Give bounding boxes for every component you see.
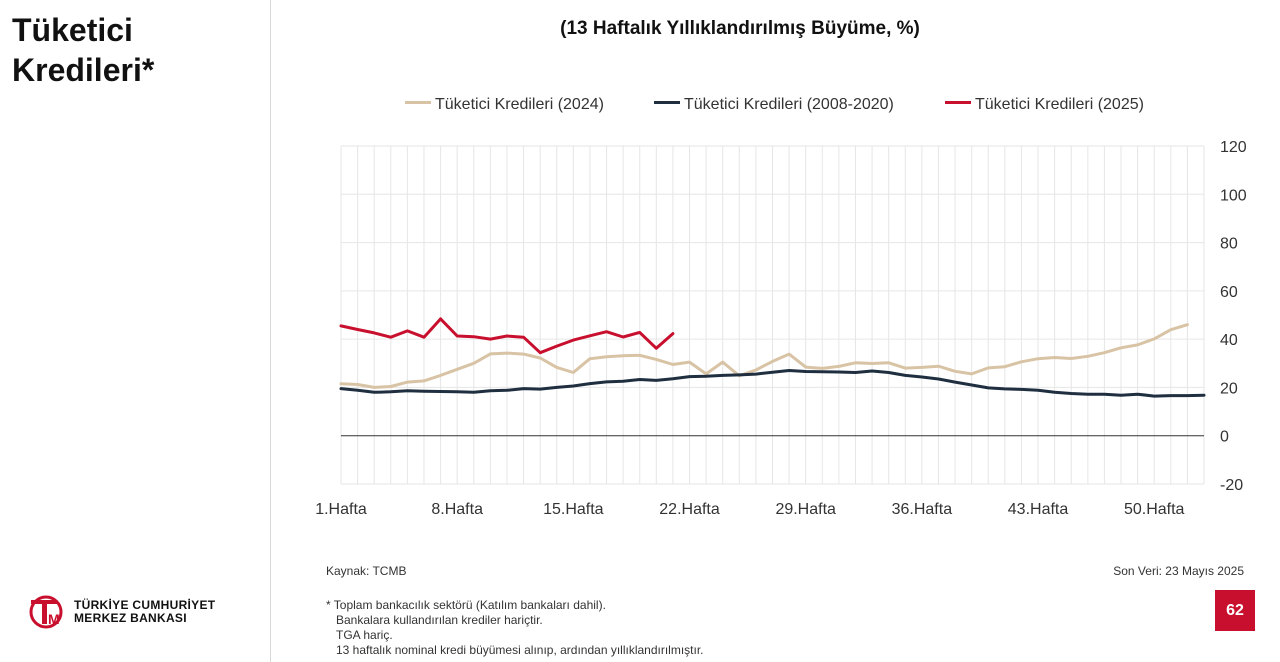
series-line-2025	[339, 317, 675, 355]
page-title: Tüketici Kredileri*	[12, 10, 154, 90]
legend-item-2008-2020: Tüketici Kredileri (2008-2020)	[654, 96, 894, 114]
y-tick-label: 120	[1220, 139, 1247, 156]
legend-label-2024: Tüketici Kredileri (2024)	[435, 96, 604, 113]
y-tick-label: -20	[1220, 477, 1243, 494]
vertical-divider	[270, 0, 271, 662]
series-line-2008-2020	[339, 369, 1206, 398]
legend-item-2025: Tüketici Kredileri (2025)	[945, 96, 1144, 114]
page-number-badge: 62	[1215, 590, 1255, 631]
y-tick-label: 20	[1220, 380, 1238, 397]
x-tick-label: 50.Hafta	[1124, 501, 1185, 518]
footnote-2: Bankalara kullandırılan krediler hariçti…	[336, 613, 543, 627]
tcmb-logo: M TÜRKİYE CUMHURİYET MERKEZ BANKASI	[28, 594, 215, 630]
legend-label-2025: Tüketici Kredileri (2025)	[975, 96, 1144, 113]
chart-title: (13 Haftalık Yıllıklandırılmış Büyüme, %…	[560, 18, 920, 39]
y-tick-label: 0	[1220, 429, 1229, 446]
x-tick-label: 1.Hafta	[315, 501, 367, 518]
legend-label-2008-2020: Tüketici Kredileri (2008-2020)	[684, 96, 894, 113]
legend-swatch-2008-2020	[654, 101, 680, 105]
page-title-line-2: Kredileri*	[12, 52, 155, 88]
logo-line-1: TÜRKİYE CUMHURİYET	[74, 598, 216, 612]
series-line-2024	[339, 323, 1189, 389]
svg-text:M: M	[48, 611, 60, 627]
x-tick-label: 8.Hafta	[431, 501, 483, 518]
footnote-3: TGA hariç.	[336, 628, 393, 642]
y-tick-label: 80	[1220, 236, 1238, 253]
footnote-4: 13 haftalık nominal kredi büyümesi alını…	[336, 643, 704, 657]
legend-swatch-2024	[405, 101, 431, 105]
last-data-note: Son Veri: 23 Mayıs 2025	[1113, 564, 1244, 578]
footnotes: * Toplam bankacılık sektörü (Katılım ban…	[326, 598, 704, 658]
legend-item-2024: Tüketici Kredileri (2024)	[405, 96, 604, 114]
x-tick-label: 43.Hafta	[1008, 501, 1069, 518]
x-tick-label: 22.Hafta	[659, 501, 720, 518]
source-note: Kaynak: TCMB	[326, 564, 407, 578]
y-tick-label: 60	[1220, 284, 1238, 301]
footnote-1: * Toplam bankacılık sektörü (Katılım ban…	[326, 598, 606, 612]
x-tick-label: 15.Hafta	[543, 501, 604, 518]
y-tick-label: 100	[1220, 187, 1247, 204]
logo-line-2: MERKEZ BANKASI	[74, 611, 187, 625]
x-tick-label: 29.Hafta	[775, 501, 836, 518]
page-title-line-1: Tüketici	[12, 12, 133, 48]
legend-swatch-2025	[945, 101, 971, 105]
y-tick-label: 40	[1220, 332, 1238, 349]
tcmb-emblem-icon: M	[29, 595, 63, 629]
x-tick-label: 36.Hafta	[892, 501, 953, 518]
